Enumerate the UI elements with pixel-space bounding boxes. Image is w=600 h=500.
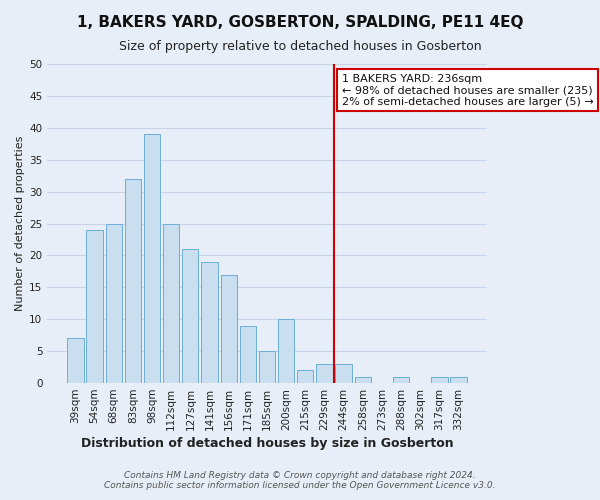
Bar xyxy=(431,376,448,383)
Bar xyxy=(335,364,352,383)
Bar xyxy=(163,224,179,383)
Bar xyxy=(278,320,294,383)
Bar xyxy=(125,179,141,383)
Bar xyxy=(297,370,313,383)
Bar xyxy=(67,338,83,383)
Y-axis label: Number of detached properties: Number of detached properties xyxy=(15,136,25,311)
Text: 1, BAKERS YARD, GOSBERTON, SPALDING, PE11 4EQ: 1, BAKERS YARD, GOSBERTON, SPALDING, PE1… xyxy=(77,15,523,30)
Bar xyxy=(221,274,237,383)
Bar xyxy=(106,224,122,383)
X-axis label: Distribution of detached houses by size in Gosberton: Distribution of detached houses by size … xyxy=(80,437,453,450)
Text: Contains HM Land Registry data © Crown copyright and database right 2024.
Contai: Contains HM Land Registry data © Crown c… xyxy=(104,470,496,490)
Bar xyxy=(451,376,467,383)
Bar xyxy=(239,326,256,383)
Bar xyxy=(316,364,332,383)
Bar xyxy=(202,262,218,383)
Bar xyxy=(182,249,199,383)
Bar xyxy=(144,134,160,383)
Text: Size of property relative to detached houses in Gosberton: Size of property relative to detached ho… xyxy=(119,40,481,53)
Bar xyxy=(86,230,103,383)
Bar xyxy=(393,376,409,383)
Bar xyxy=(259,351,275,383)
Text: 1 BAKERS YARD: 236sqm
← 98% of detached houses are smaller (235)
2% of semi-deta: 1 BAKERS YARD: 236sqm ← 98% of detached … xyxy=(341,74,593,107)
Bar xyxy=(355,376,371,383)
